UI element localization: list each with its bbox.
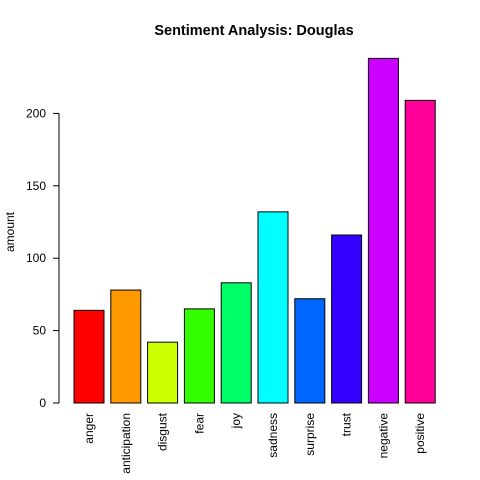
bars xyxy=(73,57,436,404)
bar-anger xyxy=(73,309,105,404)
y-axis: 0 50 100 150 200 xyxy=(26,106,60,410)
x-tick-label-trust: trust xyxy=(340,412,354,436)
bar-surprise xyxy=(294,298,326,404)
bar-disgust xyxy=(147,341,179,404)
y-tick-label: 50 xyxy=(33,324,47,338)
bar-fear xyxy=(183,308,215,404)
x-tick-label-positive: positive xyxy=(413,413,427,454)
bar-sadness xyxy=(257,211,289,404)
x-tick-label-sadness: sadness xyxy=(266,413,280,458)
bar-trust xyxy=(331,234,363,404)
x-tick-label-surprise: surprise xyxy=(303,413,317,456)
y-tick-label: 0 xyxy=(39,396,46,410)
x-tick-label-joy: joy xyxy=(229,413,243,429)
bar-joy xyxy=(220,282,252,404)
y-tick-label: 150 xyxy=(26,179,46,193)
x-tick-label-anger: anger xyxy=(82,413,96,444)
x-tick-label-anticipation: anticipation xyxy=(119,413,133,474)
y-tick-label: 200 xyxy=(26,106,46,120)
chart-title: Sentiment Analysis: Douglas xyxy=(154,23,353,39)
bar-negative xyxy=(367,57,399,404)
x-tick-label-fear: fear xyxy=(192,413,206,434)
bar-positive xyxy=(404,99,436,404)
y-tick-label: 100 xyxy=(26,251,46,265)
x-tick-label-disgust: disgust xyxy=(156,412,170,451)
bar-anticipation xyxy=(110,289,142,404)
y-axis-label: amount xyxy=(3,211,17,252)
x-tick-label-negative: negative xyxy=(376,413,390,459)
x-axis-labels: anger anticipation disgust fear joy sadness su… xyxy=(82,412,427,473)
